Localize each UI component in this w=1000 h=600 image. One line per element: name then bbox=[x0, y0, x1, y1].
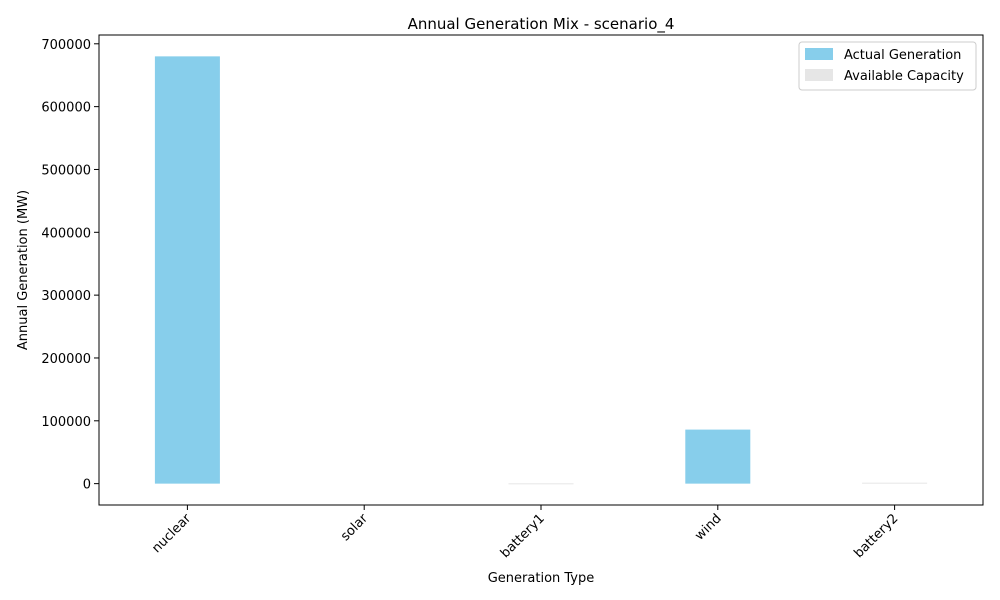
legend-box bbox=[798, 41, 977, 91]
y-tick-label: 200000 bbox=[41, 352, 91, 367]
y-tick-label: 700000 bbox=[41, 38, 91, 53]
bar-available-capacity-battery1 bbox=[508, 483, 574, 485]
legend-label-actual-generation: Actual Generation bbox=[844, 48, 961, 63]
y-tick-label: 600000 bbox=[41, 101, 91, 116]
legend: Actual Generation Available Capacity bbox=[798, 41, 977, 91]
legend-swatch-actual-generation bbox=[805, 48, 833, 60]
y-tick-label: 0 bbox=[83, 478, 91, 493]
x-tick-label-nuclear: nuclear bbox=[149, 511, 194, 556]
legend-label-available-capacity: Available Capacity bbox=[844, 69, 964, 84]
y-tick-label: 500000 bbox=[41, 163, 91, 178]
y-tick-label: 300000 bbox=[41, 289, 91, 304]
y-axis-label: Annual Generation (MW) bbox=[16, 190, 31, 350]
bar-actual-generation-wind bbox=[685, 429, 751, 484]
plot-frame bbox=[98, 34, 984, 506]
legend-swatch-available-capacity bbox=[805, 69, 833, 81]
x-tick-label-wind: wind bbox=[692, 511, 724, 543]
x-axis: nuclear solar battery1 wind battery2 bbox=[149, 505, 901, 561]
x-tick-label-battery1: battery1 bbox=[498, 511, 548, 561]
x-axis-label: Generation Type bbox=[488, 571, 595, 586]
bars bbox=[154, 56, 928, 485]
y-tick-label: 100000 bbox=[41, 415, 91, 430]
x-tick-label-solar: solar bbox=[338, 511, 371, 544]
bar-available-capacity-battery2 bbox=[862, 482, 928, 484]
y-tick-label: 400000 bbox=[41, 226, 91, 241]
bar-actual-generation-nuclear bbox=[154, 56, 220, 484]
chart-title: Annual Generation Mix - scenario_4 bbox=[408, 15, 675, 34]
x-tick-label-battery2: battery2 bbox=[851, 511, 901, 561]
y-axis: 0 100000 200000 300000 400000 500000 600000 700… bbox=[41, 38, 99, 493]
